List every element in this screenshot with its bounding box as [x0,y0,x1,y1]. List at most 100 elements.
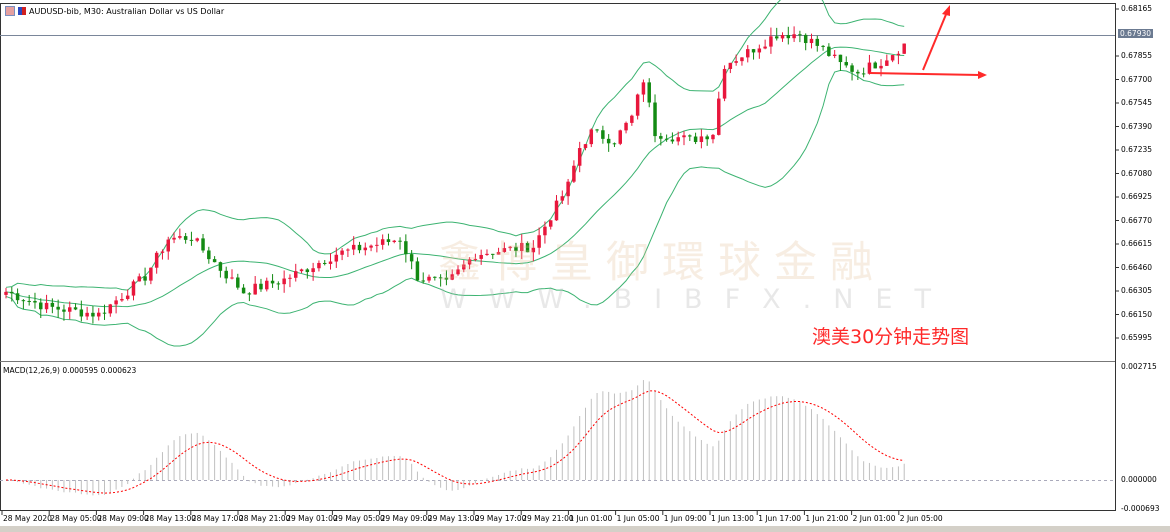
candle-body [334,254,339,262]
candle-body [346,249,350,251]
candle-body [386,239,391,242]
candle-body [566,181,570,197]
candle-body [705,136,709,140]
candle-body [149,267,153,281]
candle-body [189,239,194,241]
candle-body [751,49,756,53]
candle-body [44,302,49,310]
arrow-right-icon [869,71,987,79]
bollinger-middle [5,46,905,308]
price-axis-label: 0.66150 [1121,309,1153,319]
candle-body [740,57,744,62]
candle-body [769,36,773,47]
candle-body [4,291,8,295]
candle-body [33,301,37,303]
time-axis-label: 2 Jun 05:00 [899,514,943,523]
candle-body [224,270,228,279]
candle-body [902,43,906,54]
candle-body [218,262,223,271]
candle-body [380,239,385,245]
price-axis-label: 0.68165 [1121,4,1153,13]
candle-body [548,220,553,227]
candle-body [850,65,854,72]
candle-body [96,312,101,317]
candle-body [554,200,559,221]
candle-body [682,135,686,138]
candle-body [259,283,263,290]
time-axis-label: 28 May 17:00 [191,514,244,523]
candle-body [815,38,820,46]
candle-body [827,46,831,56]
candle-body [398,240,402,242]
candle-body [462,264,466,270]
price-axis-label: 0.67080 [1121,168,1153,178]
candle-body [577,148,582,166]
candle-body [798,34,802,36]
chart-tabs-bar[interactable] [0,526,1170,532]
candle-body [699,136,704,143]
candle-body [322,262,327,264]
time-axis-label: 29 May 09:00 [380,514,433,523]
candle-body [427,276,431,281]
candle-body [102,312,107,314]
candle-body [299,269,304,272]
candle-body [50,302,55,307]
axis-ticks [1,8,1119,515]
candle-body [693,136,698,143]
candle-body [456,269,460,275]
candle-body [531,247,536,253]
candle-body [62,309,66,312]
price-axis-label: 0.66460 [1121,262,1153,272]
time-axis-label: 1 Jun 13:00 [711,514,754,523]
candle-body [838,54,843,63]
candle-body [502,248,507,252]
price-axis-label: 0.66925 [1121,192,1153,201]
time-axis-label: 28 May 2020 [3,514,52,523]
time-axis-label: 28 May 21:00 [239,514,291,523]
time-axis-label: 29 May 05:00 [333,514,385,523]
candle-body [178,236,182,238]
candle-body [438,277,443,279]
candle-body [896,53,901,56]
candle-body [722,68,727,99]
chart-title-text: AUDUSD-bib, M30: Australian Dollar vs US… [29,6,225,16]
candle-body [56,306,60,310]
candle-body [630,115,634,123]
chart-window-icon [5,6,15,16]
candle-body [717,98,721,135]
candle-body [340,250,344,255]
candle-body [711,134,715,140]
candle-body [114,300,118,305]
candle-body [879,65,883,69]
time-axis-label: 1 Jun 01:00 [569,514,613,523]
price-axis-label: 0.67545 [1121,98,1153,107]
candle-body [543,226,547,236]
candle-body [409,254,414,262]
candle-body [774,36,779,39]
candle-body [73,307,78,310]
candle-body [120,298,124,301]
candle-body [653,102,657,137]
time-axis-label: 29 May 21:00 [522,514,574,523]
time-axis-label: 2 Jun 01:00 [852,514,896,523]
candle-body [282,278,286,285]
annotation-text: 澳美30分钟走势图 [812,326,970,348]
candle-body [786,35,791,39]
candle-body [537,235,541,248]
candle-body [415,261,420,281]
current-price-tag: 0.67930 [1118,29,1154,38]
macd-axis-label: 0.002715 [1121,362,1157,371]
watermark-url: WWW.BIBFX.NET [440,284,953,315]
candle-body [664,138,669,140]
candle-body [85,312,89,317]
candle-body [491,253,495,255]
candle-body [728,62,733,69]
candle-body [404,241,408,255]
candle-body [21,300,26,302]
candle-body [560,196,565,201]
candle-body [514,246,518,252]
candle-body [265,280,269,290]
candle-body [328,261,333,264]
candle-body [10,291,14,294]
